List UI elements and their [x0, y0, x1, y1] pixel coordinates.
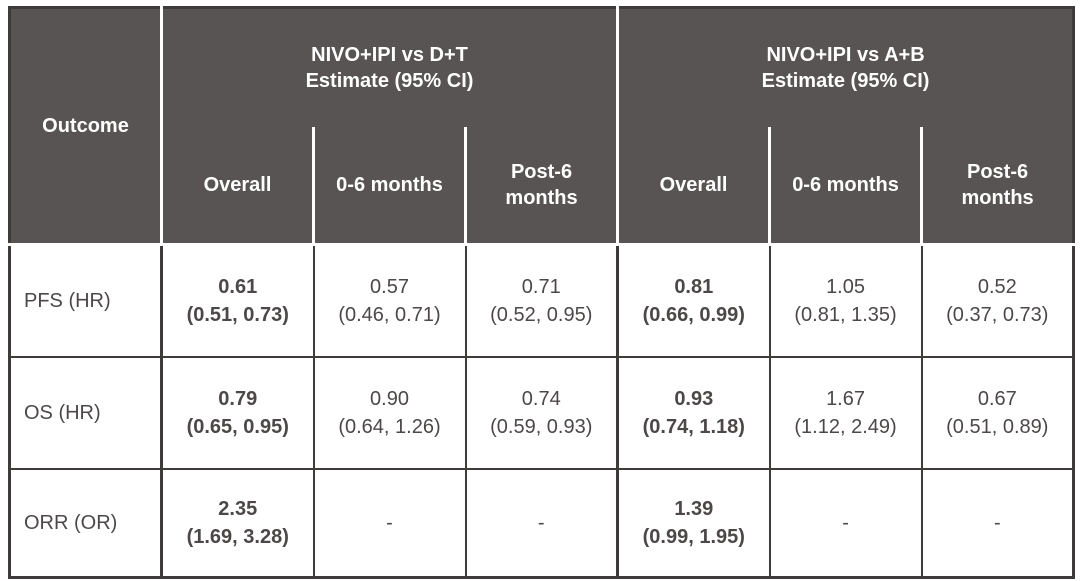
ci-value: (1.12, 2.49) [794, 416, 897, 438]
ci-value: (1.69, 3.28) [186, 526, 289, 548]
estimate-value: 0.61 [218, 276, 258, 298]
group-ab-title-line1: NIVO+IPI vs A+B [766, 44, 925, 66]
cell-orr-ab-overall: 1.39 (0.99, 1.95) [616, 468, 771, 579]
header-group-row: Outcome NIVO+IPI vs D+T Estimate (95% CI… [9, 7, 1074, 246]
cell-pfs-dt-post6: 0.71 (0.52, 0.95) [464, 244, 619, 358]
cell-orr-dt-post6: - [464, 468, 619, 579]
cell-pfs-dt-0-6: 0.57 (0.46, 0.71) [312, 244, 467, 358]
cell-os-ab-overall: 0.93 (0.74, 1.18) [616, 356, 771, 470]
estimate-value: 0.52 [977, 276, 1017, 298]
ci-value: (0.46, 0.71) [338, 304, 441, 326]
ci-value: (0.64, 1.26) [338, 416, 441, 438]
table-row-orr: ORR (OR) 2.35 (1.69, 3.28) - - 1.39 (0.9… [8, 468, 1075, 579]
cell-orr-ab-post6: - [920, 468, 1075, 579]
estimate-value: - [386, 512, 393, 534]
ci-value: (0.66, 0.99) [642, 304, 745, 326]
ci-value: (0.81, 1.35) [794, 304, 897, 326]
group-dt-title-line2: Estimate (95% CI) [305, 70, 474, 92]
estimate-value: - [993, 512, 1001, 534]
header-dt-overall: Overall [160, 127, 314, 246]
estimate-value: 2.35 [218, 498, 258, 520]
row-label-pfs: PFS (HR) [8, 244, 163, 358]
header-group-dt: NIVO+IPI vs D+T Estimate (95% CI) [159, 7, 618, 127]
header-subrow: Overall 0-6 months Post-6 months Overall… [10, 127, 1074, 246]
table-row-os: OS (HR) 0.79 (0.65, 0.95) 0.90 (0.64, 1.… [8, 356, 1075, 470]
header-ab-overall: Overall [616, 127, 770, 246]
estimate-value: 0.71 [521, 276, 561, 298]
table-header: Outcome NIVO+IPI vs D+T Estimate (95% CI… [9, 7, 1074, 246]
cell-orr-ab-0-6: - [768, 468, 923, 579]
cell-os-dt-post6: 0.74 (0.59, 0.93) [464, 356, 619, 470]
cell-os-ab-post6: 0.67 (0.51, 0.89) [920, 356, 1075, 470]
estimate-value: 0.90 [370, 388, 409, 410]
header-dt-post-6-months: Post-6 months [463, 127, 618, 246]
estimate-value: 0.67 [977, 388, 1017, 410]
estimate-value: 0.79 [218, 388, 258, 410]
row-label-os: OS (HR) [8, 356, 163, 470]
group-dt-title-line1: NIVO+IPI vs D+T [311, 44, 468, 66]
estimate-value: 0.93 [674, 388, 714, 410]
cell-os-ab-0-6: 1.67 (1.12, 2.49) [768, 356, 923, 470]
cell-pfs-ab-overall: 0.81 (0.66, 0.99) [616, 244, 771, 358]
ci-value: (0.74, 1.18) [642, 416, 745, 438]
ci-value: (0.65, 0.95) [186, 416, 289, 438]
cell-orr-dt-overall: 2.35 (1.69, 3.28) [160, 468, 315, 579]
estimate-value: - [842, 512, 849, 534]
estimate-value: 0.81 [674, 276, 714, 298]
ci-value: (0.99, 1.95) [642, 526, 745, 548]
ci-value: (0.51, 0.73) [186, 304, 289, 326]
estimate-value: - [537, 512, 545, 534]
ci-value: (0.37, 0.73) [946, 304, 1049, 326]
table-row-pfs: PFS (HR) 0.61 (0.51, 0.73) 0.57 (0.46, 0… [8, 244, 1075, 358]
estimate-value: 0.74 [521, 388, 561, 410]
cell-pfs-dt-overall: 0.61 (0.51, 0.73) [160, 244, 315, 358]
cell-pfs-ab-0-6: 1.05 (0.81, 1.35) [768, 244, 923, 358]
ci-value: (0.51, 0.89) [946, 416, 1049, 438]
ci-value: (0.52, 0.95) [490, 304, 593, 326]
cell-os-dt-overall: 0.79 (0.65, 0.95) [160, 356, 315, 470]
estimate-value: 1.05 [826, 276, 865, 298]
results-table: Outcome NIVO+IPI vs D+T Estimate (95% CI… [8, 6, 1076, 579]
header-ab-0-6-months: 0-6 months [768, 127, 922, 246]
cell-orr-dt-0-6: - [312, 468, 467, 579]
table-body: PFS (HR) 0.61 (0.51, 0.73) 0.57 (0.46, 0… [8, 244, 1075, 579]
estimate-value: 0.57 [370, 276, 409, 298]
row-label-orr: ORR (OR) [8, 468, 163, 579]
header-outcome: Outcome [9, 7, 162, 246]
header-group-ab: NIVO+IPI vs A+B Estimate (95% CI) [616, 7, 1074, 127]
cell-os-dt-0-6: 0.90 (0.64, 1.26) [312, 356, 467, 470]
header-dt-0-6-months: 0-6 months [312, 127, 466, 246]
header-ab-post-6-months: Post-6 months [920, 127, 1074, 246]
estimate-value: 1.67 [826, 388, 865, 410]
group-ab-title-line2: Estimate (95% CI) [761, 70, 930, 92]
ci-value: (0.59, 0.93) [490, 416, 593, 438]
cell-pfs-ab-post6: 0.52 (0.37, 0.73) [920, 244, 1075, 358]
estimate-value: 1.39 [674, 498, 714, 520]
